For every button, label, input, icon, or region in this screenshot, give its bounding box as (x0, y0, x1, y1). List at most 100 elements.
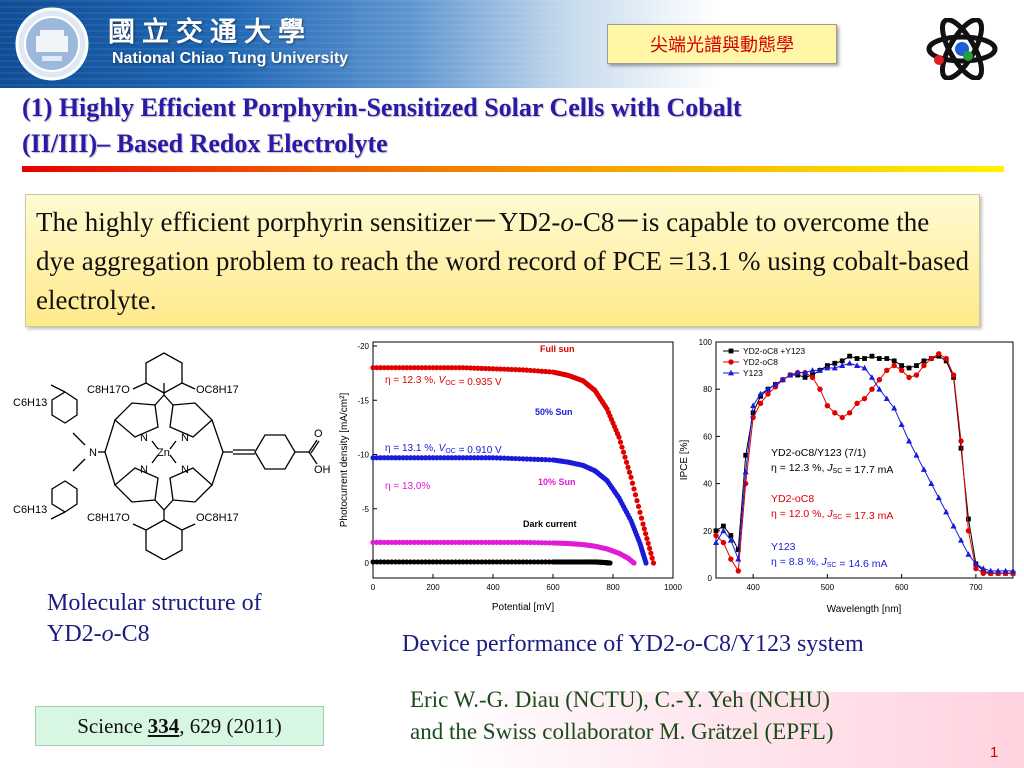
ipce-data-point (713, 532, 719, 539)
jv-series-label: 10% Sun (538, 477, 576, 487)
ipce-data-point (713, 528, 719, 534)
jv-data-point (464, 539, 470, 545)
ipce-data-point (868, 374, 875, 380)
jv-data-point (475, 365, 481, 371)
jv-data-point (426, 539, 432, 545)
jv-data-point (374, 455, 380, 461)
ipce-data-point (721, 523, 726, 529)
ipce-data-point (913, 452, 920, 458)
pyrrole-ring-top-left (114, 402, 159, 438)
jv-data-point (607, 560, 613, 566)
device-caption-text: Device performance of YD2- (402, 631, 683, 657)
ipce-data-point (861, 395, 868, 402)
jv-data-point (404, 559, 410, 565)
jv-data-point (531, 559, 537, 565)
jv-data-point (640, 521, 646, 527)
ipce-annotation-title: YD2-oC8/Y123 (7/1) (771, 447, 866, 459)
ipce-plot-frame (715, 341, 1014, 579)
ipce-data-point (735, 555, 742, 562)
jv-data-point (377, 455, 384, 461)
ipce-data-point (891, 362, 897, 369)
ipce-data-point (995, 567, 1002, 574)
summary-box: The highly efficient porphyrin sensitize… (25, 194, 980, 327)
jv-data-point (486, 455, 492, 461)
jv-data-point (404, 539, 410, 545)
jv-data-point (434, 559, 440, 565)
jv-data-point (546, 540, 552, 546)
ipce-data-point (728, 348, 734, 354)
jv-y-tick-label: 0 (365, 559, 370, 568)
jv-data-point (520, 456, 526, 462)
jv-data-point (456, 365, 462, 371)
jv-data-point (505, 559, 511, 565)
ipce-data-point (921, 362, 927, 369)
ipce-data-point (884, 356, 890, 361)
jv-data-point (411, 559, 417, 565)
jv-data-point (527, 559, 534, 565)
nitrogen-label: N (140, 464, 148, 476)
jv-axes: 0 200 400 600 800 1000 0 -5 -10 -15 -20 (357, 342, 682, 592)
molecular-structure-diagram: Zn N N N N N O OH C6H13 C6H13 C8H17O OC8… (13, 352, 331, 560)
ipce-data-point (950, 522, 957, 529)
jv-data-point (625, 464, 631, 470)
ipce-data-point (728, 533, 734, 538)
jv-data-point (370, 365, 376, 371)
ipce-x-tick-label: 500 (821, 583, 835, 592)
jv-data-point (452, 455, 459, 461)
ipce-data-point (713, 539, 719, 545)
jv-data-point (389, 539, 395, 545)
authors-line-2: and the Swiss collaborator M. Grätzel (E… (410, 719, 834, 744)
jv-data-point (385, 455, 391, 461)
jv-data-point (527, 456, 534, 462)
jv-data-point (400, 539, 406, 545)
jv-x-axis-label: Potential [mV] (492, 602, 554, 613)
ipce-data-point (980, 570, 986, 576)
jv-data-point (629, 480, 636, 486)
nitrogen-label: N (181, 432, 189, 444)
jv-data-point (467, 559, 474, 565)
jv-data-point (460, 559, 466, 565)
jv-data-point (512, 455, 519, 462)
jv-data-point (441, 455, 447, 461)
ipce-data-point (972, 560, 979, 567)
jv-data-point (505, 539, 511, 545)
ipce-data-point (920, 466, 927, 472)
ipce-data-point (824, 364, 831, 371)
slide-title: (1) Highly Efficient Porphyrin-Sensitize… (22, 90, 1012, 162)
jv-data-point (464, 455, 470, 461)
jv-data-point (482, 365, 489, 372)
ipce-data-point (831, 364, 838, 371)
jv-data-point (535, 540, 541, 546)
jv-data-point (649, 555, 655, 561)
ipce-data-point (809, 374, 816, 381)
university-name-english: National Chiao Tung University (112, 50, 349, 67)
ipce-axes: 400 500 600 700 0 20 40 60 80 100 (699, 338, 983, 592)
reference-pages-year: , 629 (2011) (179, 713, 282, 738)
jv-data-point (475, 539, 481, 545)
ipce-data-point (973, 565, 979, 572)
jv-data-point (467, 365, 474, 371)
jv-series-label: 50% Sun (535, 407, 573, 417)
ipce-annotation-value: η = 8.8 %, JSC = 14.6 mA (771, 556, 888, 570)
ipce-data-point (735, 568, 741, 574)
jv-data-point (404, 365, 410, 371)
ipce-data-point (913, 372, 920, 378)
jv-data-point (645, 540, 651, 547)
jv-data-point (430, 539, 436, 545)
zinc-atom-label: Zn (157, 447, 170, 459)
jv-data-point (623, 459, 630, 465)
jv-data-point (426, 365, 432, 371)
jv-data-point (400, 365, 406, 371)
jv-data-point (471, 365, 477, 371)
ipce-data-point (1010, 567, 1016, 574)
octyloxy-label-top-left: C8H17O (87, 384, 130, 396)
ipce-data-point (728, 369, 734, 376)
ipce-data-point (966, 516, 971, 522)
jv-y-tick-label: -5 (362, 505, 370, 514)
jv-data-point (486, 539, 492, 545)
ipce-data-point (935, 494, 942, 501)
jv-series-label: Full sun (540, 344, 575, 354)
reference-journal: Science (77, 713, 148, 738)
jv-data-point (377, 365, 384, 371)
jv-curve-chart: 0 200 400 600 800 1000 0 -5 -10 -15 -20 Full sun η … (339, 341, 682, 613)
